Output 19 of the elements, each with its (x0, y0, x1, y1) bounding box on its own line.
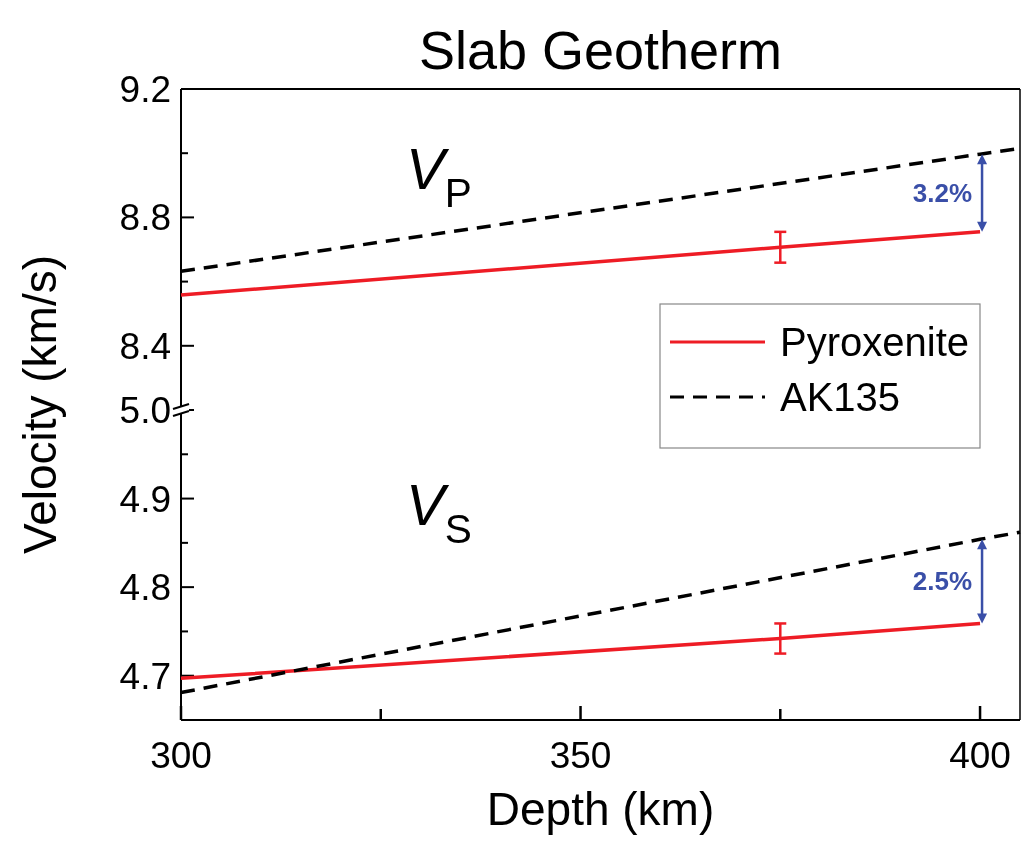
x-tick-label: 300 (150, 735, 212, 776)
y-tick-label: 5.0 (119, 389, 171, 431)
annotation: 3.2% (912, 178, 973, 208)
legend-label: AK135 (780, 375, 901, 419)
annotation: V$_{P}$ (406, 136, 472, 217)
y-tick-label: 4.9 (119, 478, 171, 520)
y-tick-label: 4.7 (119, 655, 171, 697)
y-tick-label: 4.8 (119, 567, 171, 609)
x-axis-title: Depth (km) (486, 783, 715, 835)
y-tick-label: 8.8 (119, 197, 171, 239)
y-axis-title: Velocity (km/s) (14, 254, 66, 555)
annotation: 2.5% (912, 566, 973, 597)
x-tick-label: 400 (949, 735, 1011, 776)
legend-label: Pyroxenite (780, 320, 969, 364)
chart-title: Slab Geotherm (418, 20, 783, 80)
y-tick-label: 8.4 (119, 325, 171, 367)
y-tick-label: 9.2 (119, 68, 171, 110)
annotation: V$_{S}$ (406, 472, 472, 553)
x-tick-label: 350 (549, 735, 612, 776)
